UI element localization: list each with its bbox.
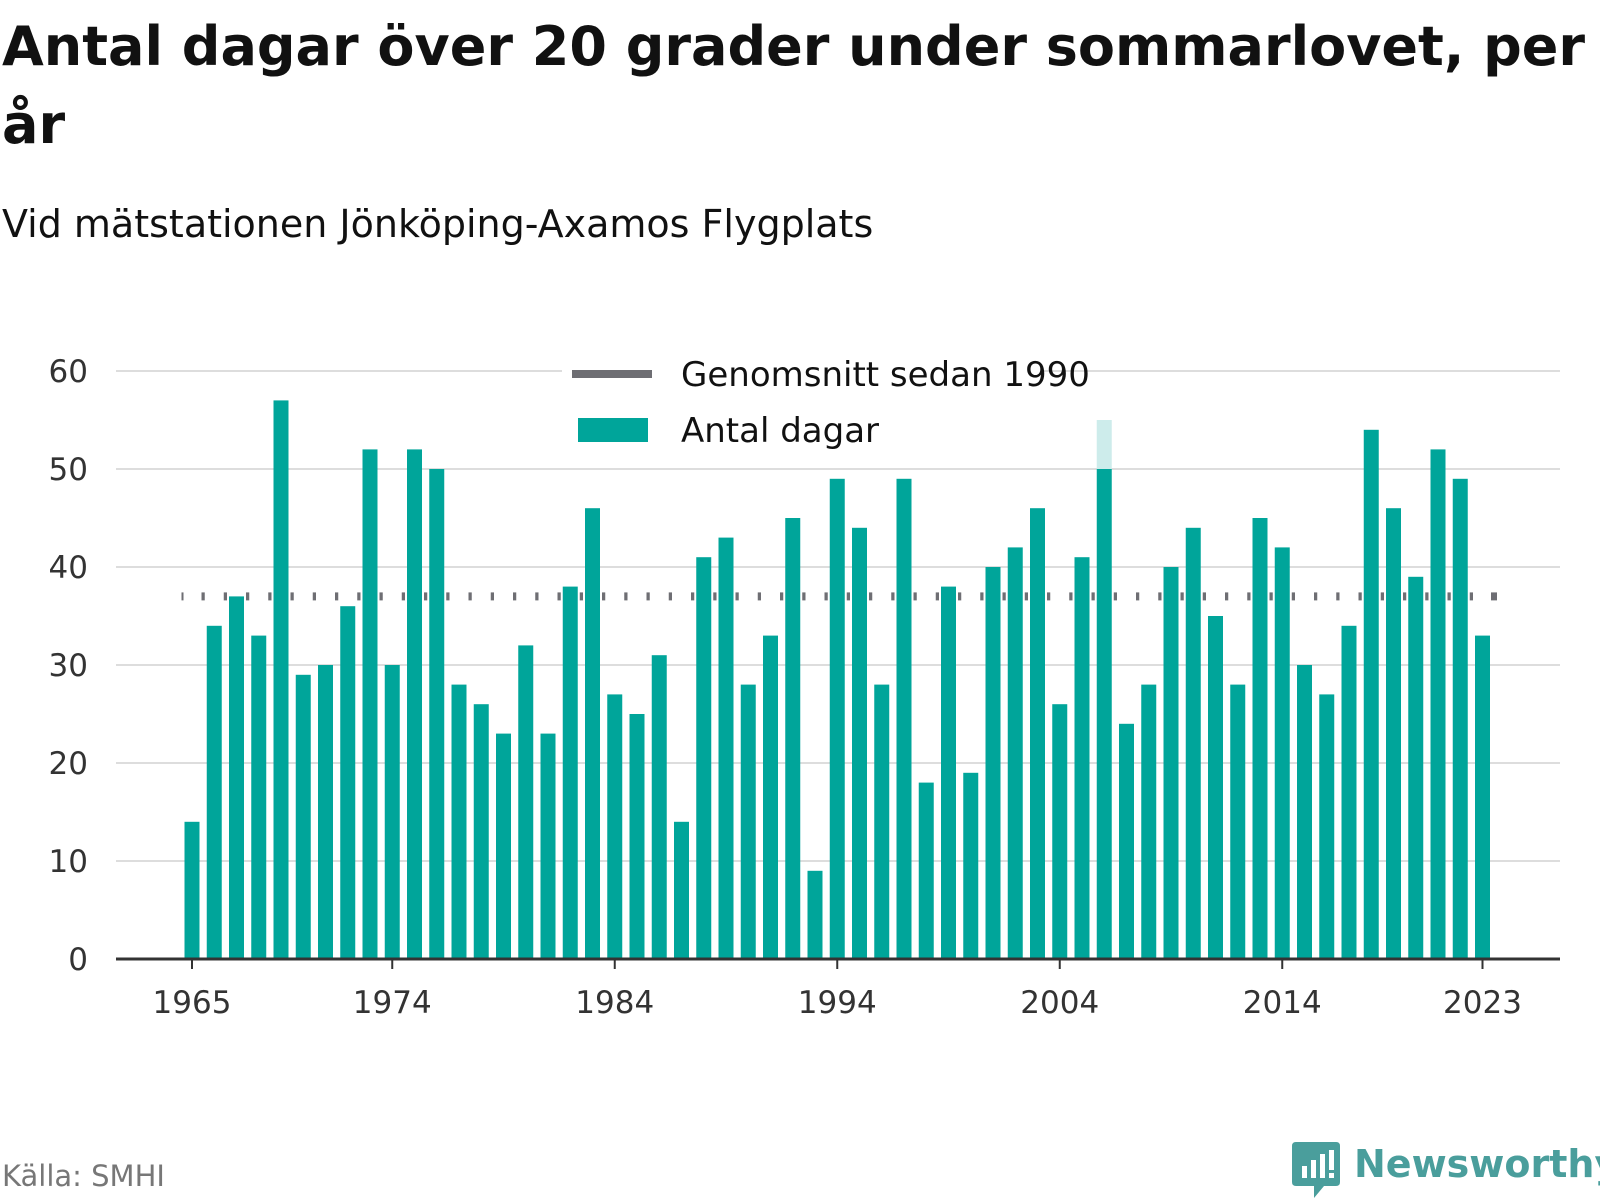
source-note: Källa: SMHI <box>2 1159 165 1193</box>
bar <box>318 665 333 959</box>
bar <box>696 557 712 959</box>
bar <box>1185 527 1201 959</box>
bar <box>1030 508 1045 959</box>
brand-logo: Newsworthy <box>1290 1140 1600 1200</box>
bar <box>1163 567 1179 959</box>
y-tick-label: 40 <box>49 550 88 586</box>
bar <box>1252 518 1268 959</box>
bar <box>429 469 445 959</box>
bar <box>229 596 244 959</box>
bar <box>1119 723 1134 959</box>
legend-average-label: Genomsnitt sedan 1990 <box>681 355 1090 395</box>
x-tick-label: 1984 <box>575 985 654 1021</box>
bar <box>295 674 311 959</box>
bar-highlight-ghost <box>1096 420 1112 469</box>
bar <box>1007 547 1023 959</box>
y-tick-label: 20 <box>49 746 88 782</box>
x-tick-label: 1994 <box>798 985 877 1021</box>
x-tick-label: 1974 <box>353 985 432 1021</box>
bar <box>451 684 467 959</box>
axes: 0 10 20 30 40 50 60 1965 1974 1984 1994 2004 2014 202… <box>49 354 1560 1021</box>
newsworthy-logo-icon <box>1292 1142 1340 1198</box>
y-tick-label: 60 <box>49 354 88 390</box>
x-tick-label: 2023 <box>1443 985 1522 1021</box>
bar <box>1052 704 1068 959</box>
legend-bar-swatch <box>578 418 648 442</box>
x-tick-label: 2014 <box>1243 985 1322 1021</box>
bar <box>829 478 845 959</box>
brand-name: Newsworthy <box>1354 1142 1600 1186</box>
bar <box>1208 616 1223 959</box>
bar <box>585 508 600 959</box>
bar <box>1452 478 1468 959</box>
bar <box>941 586 956 959</box>
bar <box>407 449 422 959</box>
bar <box>896 478 912 959</box>
bar <box>740 684 756 959</box>
y-tick-label: 10 <box>49 844 88 880</box>
bar <box>1475 635 1490 959</box>
bar <box>384 665 400 959</box>
chart-subtitle: Vid mätstationen Jönköping-Axamos Flygpl… <box>2 202 874 246</box>
bars <box>184 400 1490 959</box>
bar <box>340 606 356 959</box>
bar <box>1230 684 1246 959</box>
bar <box>1363 429 1379 959</box>
bar <box>1386 508 1401 959</box>
bar <box>1430 449 1446 959</box>
bar <box>496 733 511 959</box>
bar <box>763 635 778 959</box>
bar <box>562 586 578 959</box>
bar <box>918 782 934 959</box>
bar <box>1341 625 1357 959</box>
legend: Genomsnitt sedan 1990 Antal dagar <box>562 355 1090 458</box>
bar <box>362 449 378 959</box>
bar <box>273 400 289 959</box>
bar <box>1408 576 1424 959</box>
bar <box>1141 684 1157 959</box>
bar <box>184 821 200 959</box>
bar <box>473 704 489 959</box>
bar <box>206 625 222 959</box>
bar <box>963 772 979 959</box>
bar <box>1096 469 1112 959</box>
bar <box>1074 557 1090 959</box>
y-tick-label: 30 <box>49 648 88 684</box>
y-tick-label: 50 <box>49 452 88 488</box>
bar <box>718 537 734 959</box>
x-tick-label: 1965 <box>153 985 232 1021</box>
bar <box>874 684 890 959</box>
bar <box>785 518 801 959</box>
x-tick-label: 2004 <box>1020 985 1099 1021</box>
bar <box>251 635 267 959</box>
bar <box>607 694 623 959</box>
bar <box>540 733 556 959</box>
bar <box>985 567 1001 959</box>
bar-chart: 0 10 20 30 40 50 60 1965 1974 1984 1994 2004 2014 202… <box>49 354 1560 1021</box>
bar <box>807 870 823 959</box>
bar <box>1274 547 1290 959</box>
y-tick-label: 0 <box>68 942 88 978</box>
bar <box>1297 665 1312 959</box>
bar <box>651 655 667 959</box>
legend-bar-label: Antal dagar <box>681 411 879 451</box>
chart-title: Antal dagar över 20 grader under sommarl… <box>2 15 1586 156</box>
bar <box>674 821 689 959</box>
bar <box>629 714 645 959</box>
bar <box>1319 694 1335 959</box>
bar <box>518 645 534 959</box>
bar <box>852 527 867 959</box>
